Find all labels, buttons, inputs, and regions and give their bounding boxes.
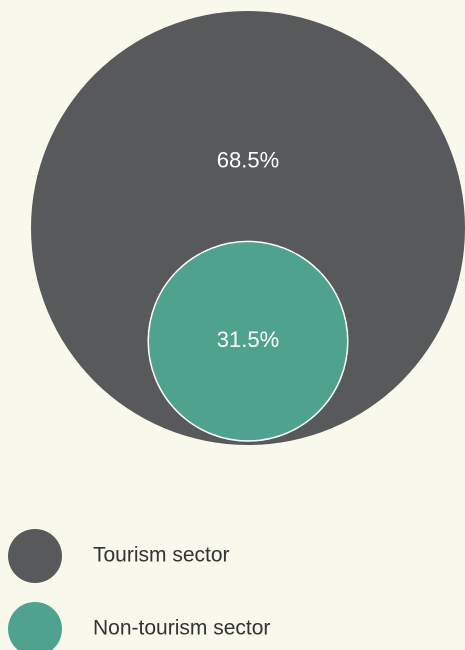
bubble (31, 11, 465, 445)
legend-label: Tourism sector (93, 544, 230, 567)
legend-label: Non-tourism sector (93, 617, 270, 640)
legend-swatch (8, 602, 62, 650)
value-label: 68.5% (217, 148, 279, 173)
bubble (147, 240, 349, 442)
legend-swatch (8, 529, 62, 583)
value-label: 31.5% (217, 327, 279, 352)
